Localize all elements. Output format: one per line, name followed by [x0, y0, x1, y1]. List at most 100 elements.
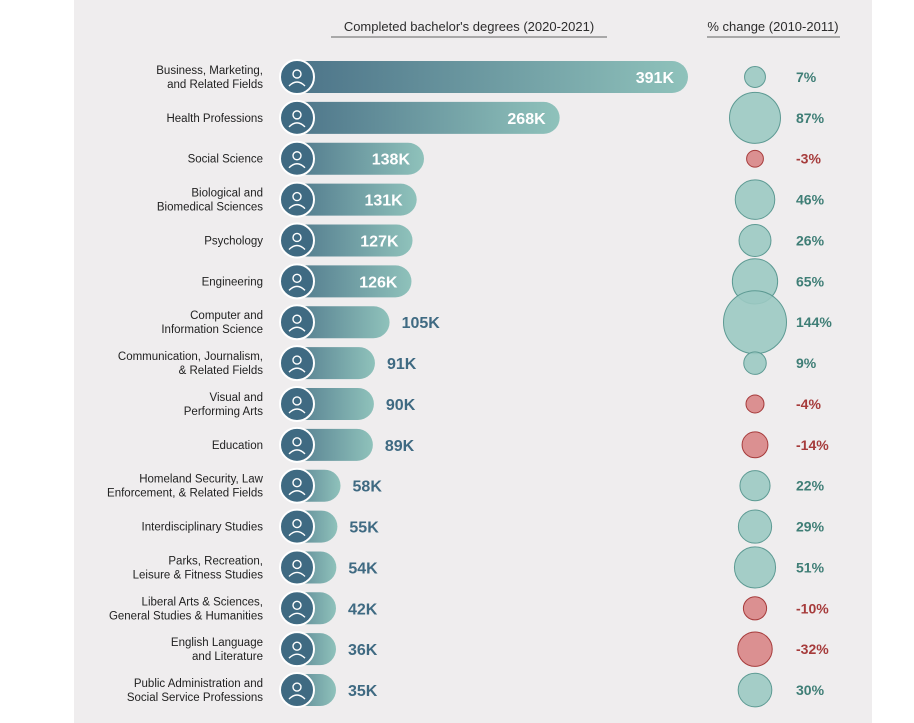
- head-gears-icon: [279, 508, 315, 545]
- value-label: 54K: [348, 560, 378, 577]
- category-label: Parks, Recreation, Leisure & Fitness Stud…: [133, 555, 264, 581]
- value-label: 42K: [348, 601, 378, 618]
- category-label: Health Professions: [166, 113, 263, 125]
- category-label: Liberal Arts & Sciences, General Studies …: [109, 596, 263, 622]
- graduation-cap-icon: [279, 263, 315, 300]
- dumbbell-icon: [279, 549, 315, 586]
- category-label: Education: [212, 440, 263, 452]
- bar-row: Engineering 126K 65%: [202, 258, 825, 305]
- change-label: 65%: [796, 273, 825, 289]
- change-bubble: [746, 149, 764, 168]
- change-bubble: [737, 631, 773, 667]
- change-bubble: [744, 66, 766, 88]
- bar-row: Business, Marketing, and Related Fields 39…: [156, 59, 817, 95]
- category-label: Psychology: [204, 235, 263, 247]
- computer-user-icon: [279, 304, 315, 341]
- bar-row: Visual and Performing Arts 90K -4%: [184, 385, 821, 422]
- category-label: Interdisciplinary Studies: [142, 522, 264, 534]
- change-label: 26%: [796, 232, 825, 248]
- handcuffs-icon: [279, 467, 315, 504]
- bar-row: Psychology 127K 26%: [204, 222, 825, 259]
- category-label: Biological and Biomedical Sciences: [157, 188, 263, 214]
- change-label: 29%: [796, 519, 825, 535]
- change-label: -3%: [796, 151, 821, 167]
- change-label: 144%: [796, 314, 832, 330]
- change-label: -4%: [796, 396, 821, 412]
- category-label: Engineering: [202, 276, 263, 288]
- change-label: -14%: [796, 437, 829, 453]
- bar-row: Biological and Biomedical Sciences 131K 46%: [157, 179, 825, 220]
- value-label: 138K: [372, 152, 411, 169]
- change-label: 30%: [796, 682, 825, 698]
- bar-row: Education 89K -14%: [212, 426, 829, 463]
- bar-row: Liberal Arts & Sciences, General Studies …: [109, 590, 829, 627]
- change-bubble: [723, 290, 787, 355]
- headset-person-icon: [279, 672, 315, 709]
- change-bubble: [734, 179, 776, 220]
- value-label: 105K: [402, 315, 441, 332]
- change-label: 46%: [796, 192, 825, 208]
- category-label: Communication, Journalism, & Related Fiel…: [118, 351, 263, 377]
- change-bubble: [742, 596, 768, 621]
- category-label: English Language and Literature: [171, 637, 263, 663]
- change-label: -10%: [796, 600, 829, 616]
- change-bubble: [743, 351, 767, 375]
- palette-icon: [279, 590, 315, 627]
- category-label: Visual and Performing Arts: [184, 392, 263, 418]
- category-label: Public Administration and Social Service …: [127, 678, 263, 704]
- change-bubble: [737, 672, 773, 708]
- bar: [280, 183, 417, 216]
- change-bubble: [741, 431, 769, 459]
- value-label: 58K: [353, 479, 383, 496]
- value-label: 89K: [385, 438, 415, 455]
- change-bubble: [729, 91, 781, 144]
- bars-header: Completed bachelor's degrees (2020-2021): [344, 19, 594, 34]
- value-label: 91K: [387, 356, 417, 373]
- bar-row: Interdisciplinary Studies 55K 29%: [142, 508, 825, 545]
- value-label: 90K: [386, 397, 416, 414]
- head-puzzle-icon: [279, 222, 315, 259]
- bar: [280, 142, 424, 175]
- theater-masks-icon: [279, 385, 315, 422]
- value-label: 35K: [348, 683, 378, 700]
- change-label: -32%: [796, 641, 829, 657]
- change-bubble: [737, 509, 773, 544]
- change-label: 22%: [796, 478, 825, 494]
- value-label: 55K: [349, 520, 379, 537]
- change-label: 9%: [796, 355, 817, 371]
- change-header: % change (2010-2011): [707, 19, 838, 34]
- classroom-icon: [279, 426, 315, 463]
- handshake-icon: [279, 59, 315, 95]
- change-label: 51%: [796, 559, 825, 575]
- category-label: Computer and Information Science: [161, 310, 263, 336]
- bar: [280, 224, 413, 257]
- bar-row: Communication, Journalism, & Related Fiel…: [118, 345, 817, 382]
- shield-dna-icon: [279, 181, 315, 218]
- value-label: 127K: [360, 233, 399, 250]
- category-label: Social Science: [188, 154, 263, 166]
- change-bubble: [738, 224, 772, 257]
- bar-row: English Language and Literature 36K -32%: [171, 631, 829, 668]
- book-icon: [279, 140, 315, 177]
- book-closed-icon: [279, 631, 315, 668]
- category-label: Business, Marketing, and Related Fields: [156, 65, 263, 91]
- change-label: 7%: [796, 69, 817, 85]
- change-bubble: [739, 470, 771, 502]
- bar-row: Public Administration and Social Service …: [127, 672, 825, 709]
- category-label: Homeland Security, Law Enforcement, & Rel…: [107, 474, 264, 500]
- bar-row: Computer and Information Science 105K 144%: [161, 290, 832, 355]
- bar-row: Parks, Recreation, Leisure & Fitness Stud…: [133, 546, 825, 589]
- value-label: 36K: [348, 642, 378, 659]
- value-label: 391K: [636, 70, 675, 87]
- bar-row: Homeland Security, Law Enforcement, & Rel…: [107, 467, 825, 504]
- bar-row: Health Professions 268K 87%: [166, 91, 825, 144]
- change-bubble: [745, 394, 765, 414]
- bar-row: Social Science 138K -3%: [188, 140, 821, 177]
- value-label: 126K: [359, 274, 398, 291]
- doctor-icon: [279, 99, 315, 136]
- bar: [280, 61, 688, 93]
- change-bubble: [733, 546, 777, 589]
- change-label: 87%: [796, 110, 825, 126]
- meeting-icon: [279, 345, 315, 382]
